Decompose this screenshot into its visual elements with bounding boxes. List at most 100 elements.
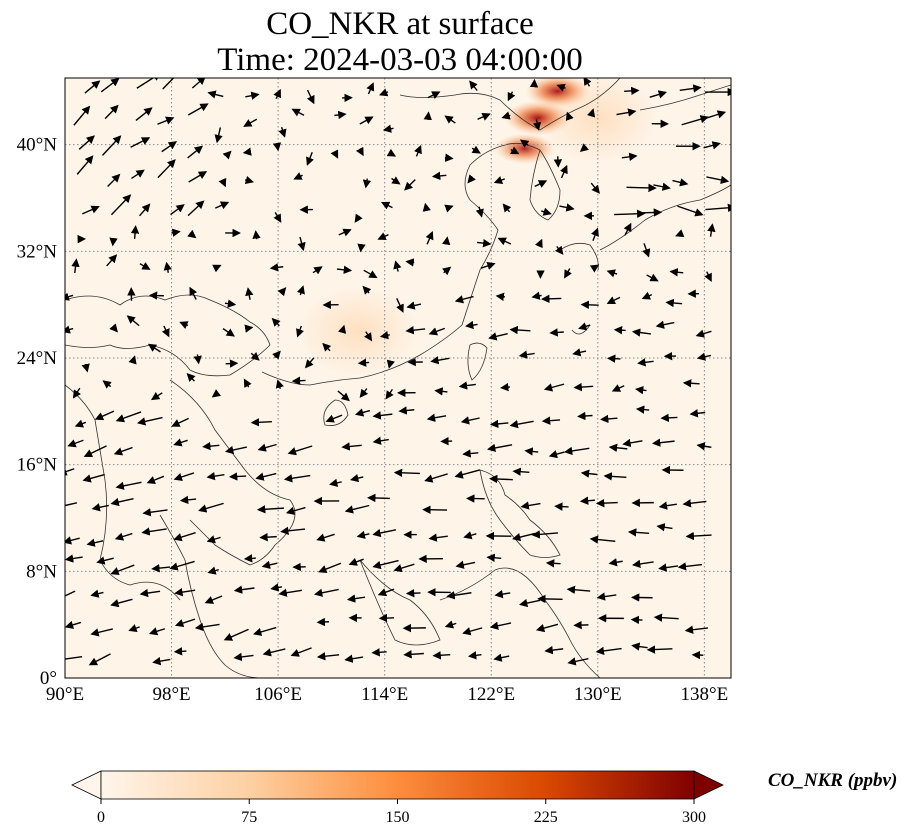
wind-vector <box>488 332 508 341</box>
wind-vector <box>454 295 474 304</box>
wind-vector <box>622 438 643 448</box>
wind-vector <box>162 78 182 90</box>
lon-tick-label: 98°E <box>152 684 190 705</box>
wind-vector <box>224 445 247 455</box>
wind-vector <box>611 384 625 392</box>
wind-vector <box>501 111 511 120</box>
wind-vector <box>603 472 627 481</box>
wind-vector <box>532 119 542 131</box>
wind-vector <box>703 141 721 150</box>
wind-vector <box>704 271 712 282</box>
wind-vector <box>73 105 91 126</box>
wind-vector <box>262 648 286 657</box>
wind-vector <box>293 172 303 180</box>
wind-vector <box>173 647 187 656</box>
wind-vector <box>414 144 422 157</box>
wind-vector <box>520 501 541 510</box>
wind-vector <box>519 139 530 148</box>
wind-vector <box>631 559 654 569</box>
wind-vector <box>696 352 712 361</box>
wind-vector <box>259 532 277 542</box>
wind-vector <box>290 647 312 657</box>
wind-vector <box>534 238 543 249</box>
wind-vector <box>136 78 162 89</box>
lon-tick-label: 122°E <box>467 684 515 705</box>
wind-vector <box>157 159 176 179</box>
wind-vector <box>218 177 227 188</box>
wind-vector <box>606 296 621 304</box>
wind-vector <box>174 587 196 597</box>
wind-vector <box>707 223 716 237</box>
wind-vector <box>102 380 112 389</box>
wind-vector <box>306 152 314 166</box>
wind-vector <box>702 110 727 120</box>
wind-vector <box>187 200 205 217</box>
wind-vector <box>616 108 637 117</box>
wind-vector <box>171 228 181 237</box>
wind-vector <box>171 417 189 427</box>
wind-vector <box>518 350 535 359</box>
wind-vector <box>330 149 339 159</box>
wind-vector <box>554 245 564 255</box>
wind-vector <box>82 473 105 483</box>
wind-vector <box>430 356 450 365</box>
wind-vector <box>272 350 281 360</box>
wind-vector <box>245 91 260 100</box>
wind-vector <box>541 416 561 425</box>
wind-vector <box>243 118 258 127</box>
wind-vector <box>476 239 492 248</box>
map-title-line-2: Time: 2024-03-03 04:00:00 <box>217 42 583 78</box>
wind-vector <box>147 343 161 353</box>
wind-vector <box>150 392 163 401</box>
wind-vector <box>705 203 731 213</box>
lon-tick-label: 90°E <box>46 684 84 705</box>
wind-vector <box>495 292 506 301</box>
wind-vector <box>152 656 171 666</box>
wind-vector <box>458 381 476 390</box>
wind-vector <box>179 321 189 329</box>
wind-vector <box>386 148 397 157</box>
wind-vector <box>204 595 223 604</box>
wind-vector <box>107 173 121 187</box>
wind-vector <box>350 474 364 483</box>
wind-vector <box>444 153 454 162</box>
wind-vector <box>65 292 74 301</box>
wind-vector <box>679 84 702 93</box>
wind-vector <box>646 645 673 654</box>
wind-vector <box>467 651 482 660</box>
wind-vector <box>186 373 196 382</box>
wind-vector <box>137 416 163 426</box>
wind-vector <box>271 317 281 327</box>
wind-vector <box>256 505 284 514</box>
wind-vector <box>488 474 513 484</box>
wind-vector <box>675 229 685 238</box>
wind-vector <box>356 530 370 539</box>
wind-vector <box>564 268 572 279</box>
wind-vector <box>65 620 82 629</box>
wind-vector <box>393 260 402 272</box>
wind-vector <box>245 287 254 300</box>
wind-vector <box>250 418 272 427</box>
wind-vector <box>214 127 223 144</box>
wind-vector <box>372 436 389 445</box>
wind-vector <box>131 169 145 180</box>
wind-vector <box>432 651 451 660</box>
wind-vector <box>336 265 353 274</box>
wind-vector <box>431 171 447 181</box>
wind-vector <box>334 110 347 120</box>
wind-vector <box>280 526 306 536</box>
wind-vector <box>534 180 548 188</box>
wind-vector <box>81 363 90 373</box>
wind-vector <box>563 446 590 456</box>
wind-vector <box>695 329 712 338</box>
wind-vector <box>322 342 332 352</box>
wind-vector <box>344 654 364 663</box>
wind-vector <box>139 588 161 598</box>
wind-vector <box>519 598 541 608</box>
wind-vector <box>660 413 678 423</box>
wind-vector <box>214 201 230 210</box>
wind-vector <box>338 228 352 237</box>
wind-vector <box>548 450 565 459</box>
wind-vector <box>291 376 306 385</box>
